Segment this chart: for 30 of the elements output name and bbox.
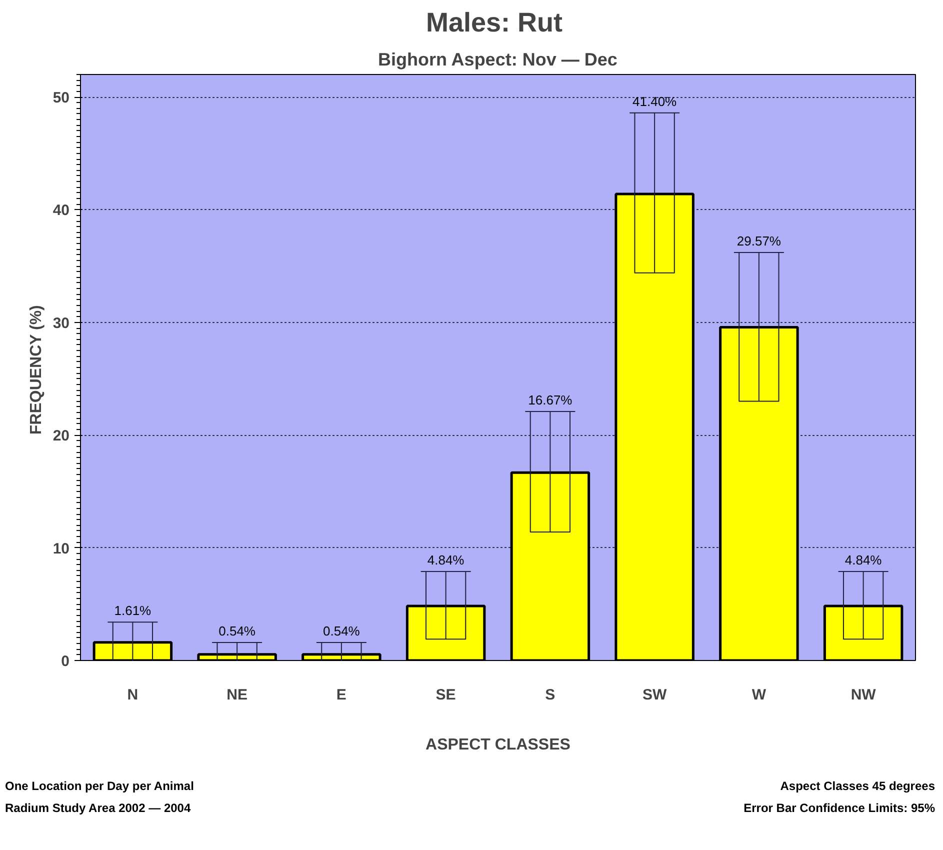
data-label: 0.54% xyxy=(323,623,360,638)
data-label: 4.84% xyxy=(427,552,465,568)
y-tick-label: 20 xyxy=(52,428,70,445)
x-axis-title: ASPECT CLASSES xyxy=(426,736,571,754)
text: Radium Study Area 2002 — 2004 xyxy=(5,801,191,815)
data-label: 0.54% xyxy=(218,623,256,638)
x-tick-label: E xyxy=(336,686,346,704)
data-label: 41.40% xyxy=(632,94,678,109)
y-axis-title: FREQUENCY (%) xyxy=(28,305,45,435)
x-tick-label: S xyxy=(545,686,556,704)
y-tick-label: 30 xyxy=(52,314,70,332)
text: Aspect Classes 45 degrees xyxy=(780,779,935,793)
text: One Location per Day per Animal xyxy=(5,779,194,793)
x-tick-label: NE xyxy=(226,686,248,704)
y-tick-label: 10 xyxy=(52,540,70,558)
y-tick-label: 50 xyxy=(52,90,70,107)
x-tick-label: N xyxy=(127,686,138,704)
x-tick-label: NW xyxy=(850,686,877,704)
x-tick-label: SW xyxy=(642,686,668,704)
data-label: 16.67% xyxy=(528,392,573,408)
text: Error Bar Confidence Limits: 95% xyxy=(744,801,935,815)
y-tick-label: 0 xyxy=(61,653,70,670)
y-tick-label: 40 xyxy=(52,202,70,220)
chart-title: Males: Rut xyxy=(426,8,563,38)
data-label: 4.84% xyxy=(844,552,882,568)
x-tick-label: SE xyxy=(436,686,456,704)
data-label: 29.57% xyxy=(736,234,782,249)
chart-subtitle: Bighorn Aspect: Nov — Dec xyxy=(378,50,618,70)
x-tick-label: W xyxy=(752,686,767,704)
data-label: 1.61% xyxy=(114,603,152,618)
